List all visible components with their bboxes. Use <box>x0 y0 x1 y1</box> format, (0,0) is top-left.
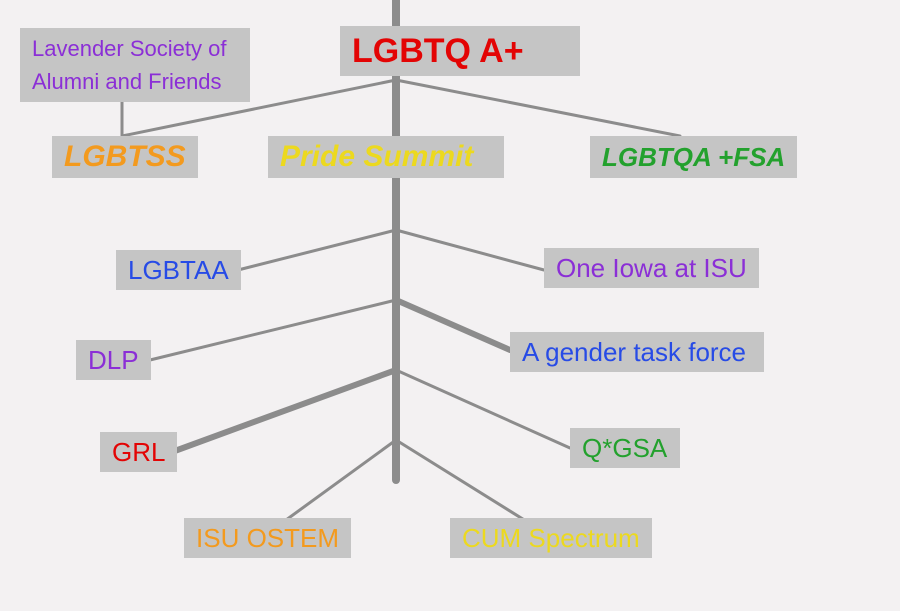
node-agender: A gender task force <box>510 332 764 372</box>
node-isuostem: ISU OSTEM <box>184 518 351 558</box>
tree-diagram: LGBTQ A+ Lavender Society ofAlumni and Fr… <box>0 0 900 611</box>
node-qgsa: Q*GSA <box>570 428 680 468</box>
node-dlp: DLP <box>76 340 151 380</box>
node-lavender: Lavender Society ofAlumni and Friends <box>20 28 250 102</box>
node-cumspectrum: CUM Spectrum <box>450 518 652 558</box>
node-lgbtqafsa: LGBTQA +FSA <box>590 136 797 178</box>
node-oneiowa: One Iowa at ISU <box>544 248 759 288</box>
node-lgbtaa: LGBTAA <box>116 250 241 290</box>
node-pridesummit: Pride Summit <box>268 136 504 178</box>
node-grl: GRL <box>100 432 177 472</box>
node-root: LGBTQ A+ <box>340 26 580 76</box>
node-lgbtss: LGBTSS <box>52 136 198 178</box>
